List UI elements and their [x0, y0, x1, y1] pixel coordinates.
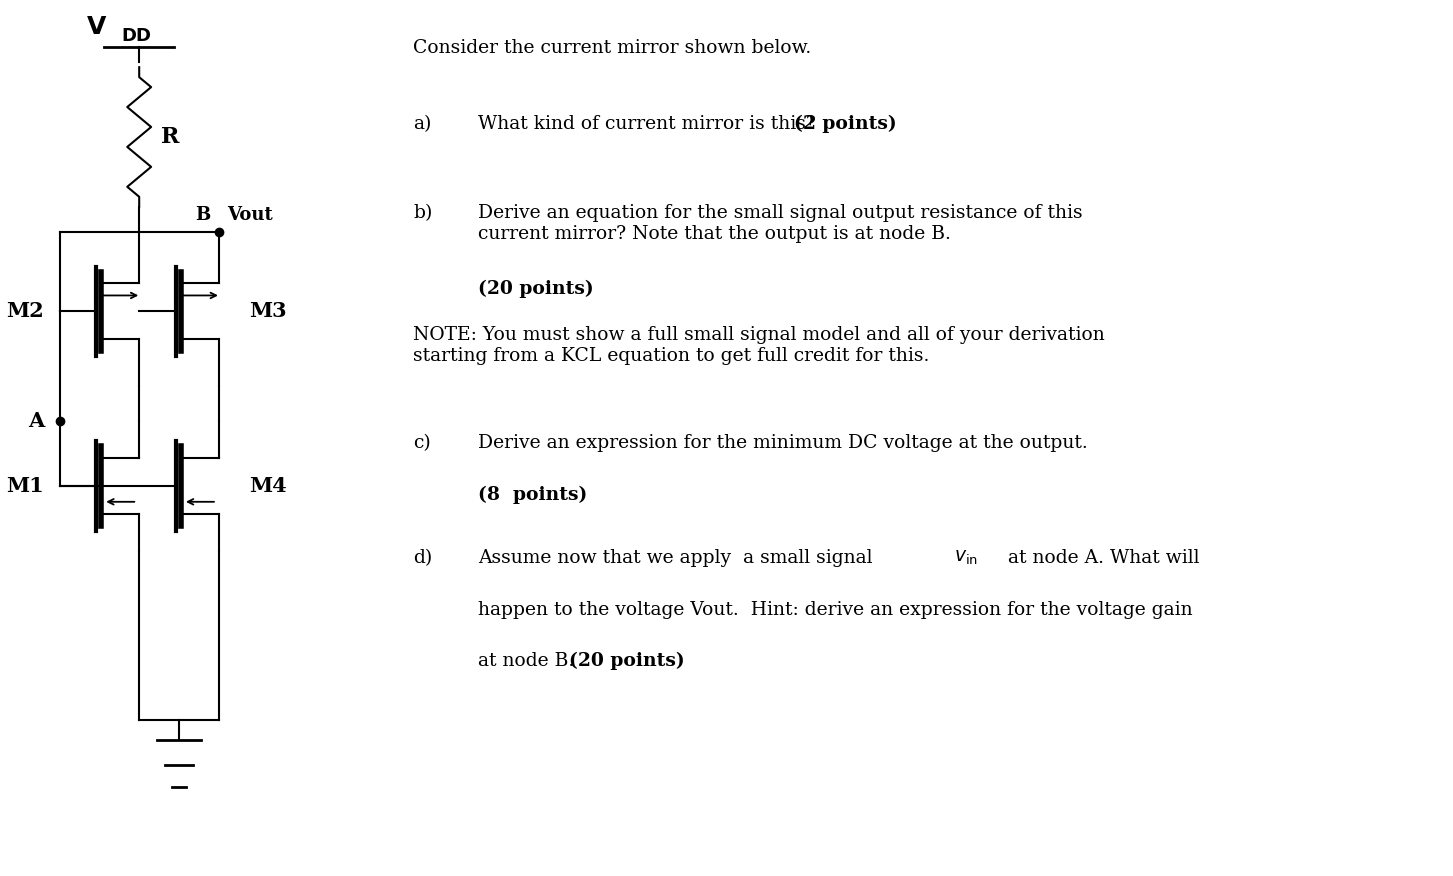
Text: c): c) — [413, 434, 430, 452]
Text: Derive an equation for the small signal output resistance of this
current mirror: Derive an equation for the small signal … — [478, 204, 1082, 244]
Text: B: B — [196, 206, 211, 223]
Text: happen to the voltage Vout.  Hint: derive an expression for the voltage gain: happen to the voltage Vout. Hint: derive… — [478, 601, 1193, 618]
Text: (20 points): (20 points) — [570, 653, 684, 670]
Text: $\mathbf{DD}$: $\mathbf{DD}$ — [121, 27, 153, 46]
Text: Consider the current mirror shown below.: Consider the current mirror shown below. — [413, 39, 811, 57]
Text: Derive an expression for the minimum DC voltage at the output.: Derive an expression for the minimum DC … — [478, 434, 1087, 452]
Text: NOTE: You must show a full small signal model and all of your derivation
startin: NOTE: You must show a full small signal … — [413, 327, 1104, 365]
Text: M3: M3 — [248, 301, 286, 321]
Text: M4: M4 — [248, 476, 286, 496]
Text: (2 points): (2 points) — [795, 115, 897, 133]
Text: $\mathbf{V}$: $\mathbf{V}$ — [86, 15, 108, 39]
Text: (8  points): (8 points) — [478, 485, 587, 504]
Text: M1: M1 — [6, 476, 44, 496]
Text: R: R — [161, 126, 180, 148]
Text: A: A — [29, 411, 45, 431]
Text: M2: M2 — [6, 301, 44, 321]
Text: Vout: Vout — [227, 206, 273, 223]
Text: (20 points): (20 points) — [478, 279, 593, 298]
Text: What kind of current mirror is this?: What kind of current mirror is this? — [478, 115, 828, 132]
Text: at node B.: at node B. — [478, 653, 574, 670]
Text: Assume now that we apply  a small signal: Assume now that we apply a small signal — [478, 549, 878, 567]
Text: d): d) — [413, 549, 433, 567]
Text: a): a) — [413, 115, 432, 132]
Text: $v_{\rm in}$: $v_{\rm in}$ — [953, 549, 978, 567]
Text: at node A. What will: at node A. What will — [1001, 549, 1199, 567]
Text: b): b) — [413, 204, 433, 223]
